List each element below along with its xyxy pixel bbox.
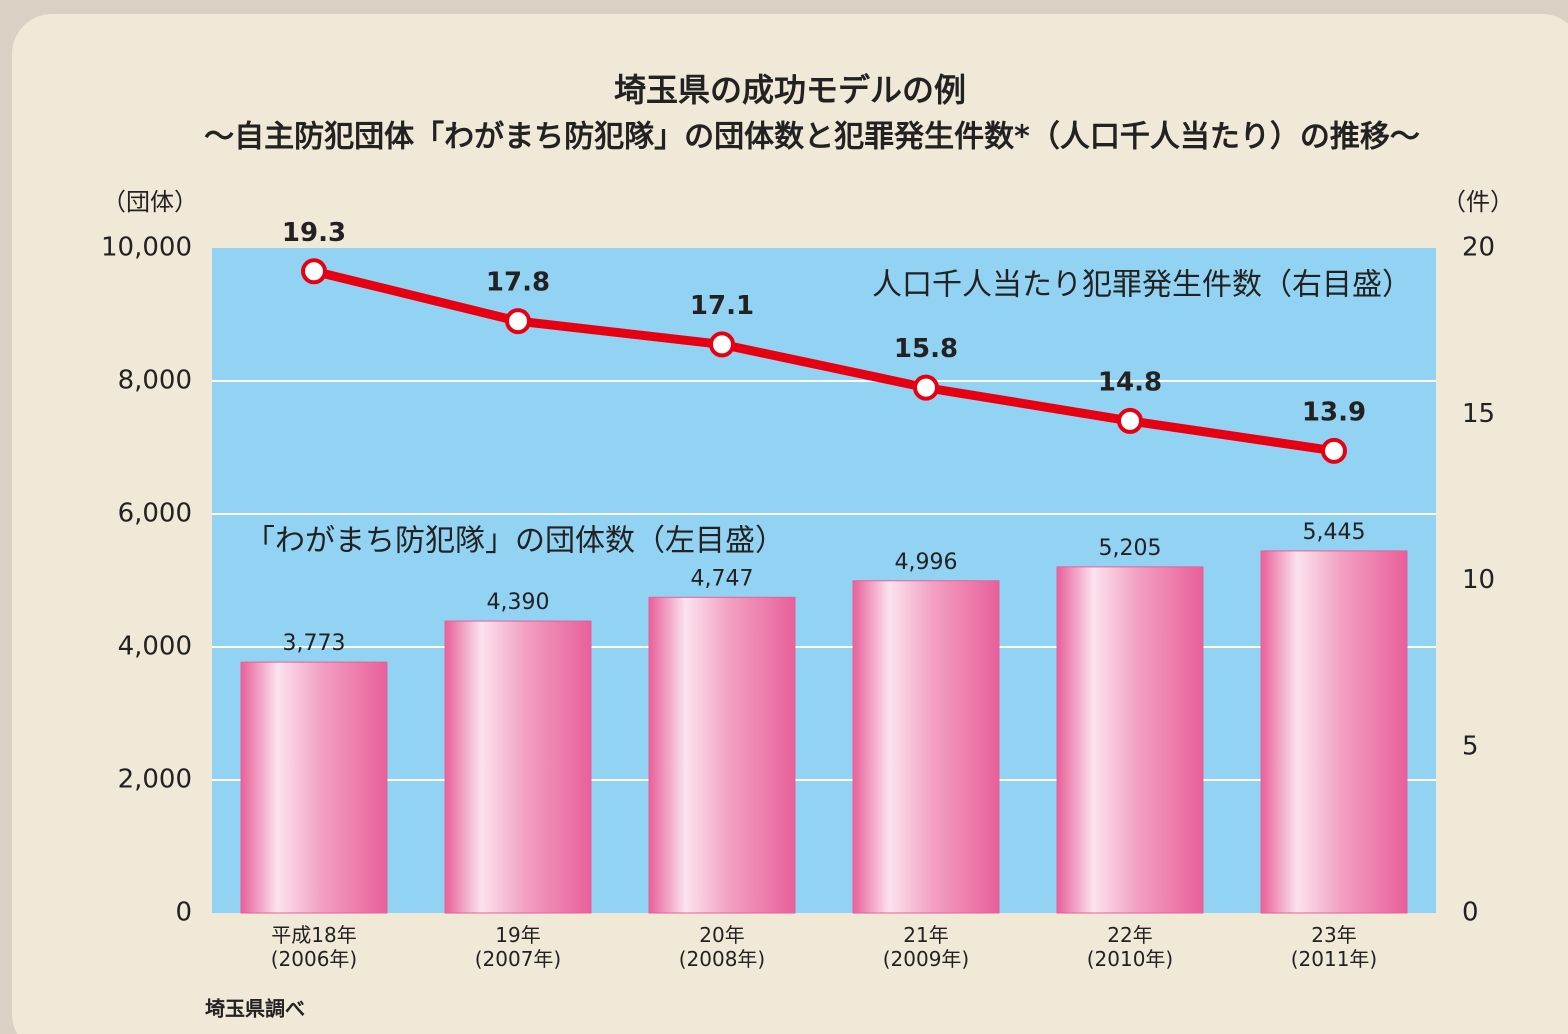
y2-tick-label: 15 [1462,399,1495,429]
bar-value-label: 5,205 [1099,536,1162,561]
x-tick-label: 23年 (2011年) [1290,923,1378,971]
line-marker [301,258,327,285]
line-series-label: 人口千人当たり犯罪発生件数（右目盛） [872,268,1412,303]
x-tick-label: 22年 (2010年) [1086,923,1174,971]
y-tick-label: 6,000 [118,499,192,529]
bar-value-label: 4,996 [895,550,958,575]
line-value-label: 15.8 [894,334,958,364]
bar [1260,550,1408,914]
y2-tick-label: 5 [1462,731,1479,761]
y2-tick-label: 0 [1462,898,1479,928]
bar [240,661,388,914]
bar [852,580,1000,914]
line-marker [1117,407,1143,434]
bar-value-label: 3,773 [283,631,346,656]
line-value-label: 14.8 [1098,367,1162,397]
y-tick-label: 2,000 [118,765,192,795]
y-tick-label: 8,000 [118,366,192,396]
bar [444,620,592,914]
line-value-label: 13.9 [1302,397,1366,427]
chart-subtitle: ～自主防犯団体「わがまち防犯隊」の団体数と犯罪発生件数*（人口千人当たり）の推移… [204,120,1420,155]
plot-area [212,248,1436,913]
line-marker [709,331,735,358]
source: 埼玉県調べ [205,997,305,1021]
y2-axis-label: （件） [1442,188,1514,216]
bar [648,596,796,914]
y2-tick-label: 20 [1462,233,1495,263]
y2-tick-label: 10 [1462,565,1495,595]
y-tick-label: 0 [175,898,192,928]
line-marker [505,308,531,335]
bar-value-label: 4,390 [487,590,550,615]
line [312,266,1335,456]
y-axis-label: （団体） [102,188,198,216]
x-tick-label: 20年 (2008年) [678,923,766,971]
x-tick-label: 21年 (2009年) [882,923,970,971]
y-tick-label: 4,000 [118,632,192,662]
x-tick-label: 19年 (2007年) [474,923,562,971]
bar-value-label: 4,747 [691,566,754,591]
bar [1056,566,1204,914]
y-tick-label: 10,000 [101,233,192,263]
line-marker [1321,437,1347,464]
bar-series-label: 「わがまち防犯隊」の団体数（左目盛） [245,524,785,559]
line-value-label: 17.1 [690,291,754,321]
line-value-label: 19.3 [282,218,346,248]
bar-value-label: 5,445 [1303,520,1366,545]
line-value-label: 17.8 [486,268,550,298]
chart-title: 埼玉県の成功モデルの例 [614,71,966,109]
line-marker [913,374,939,401]
x-tick-label: 平成18年 (2006年) [270,923,358,971]
